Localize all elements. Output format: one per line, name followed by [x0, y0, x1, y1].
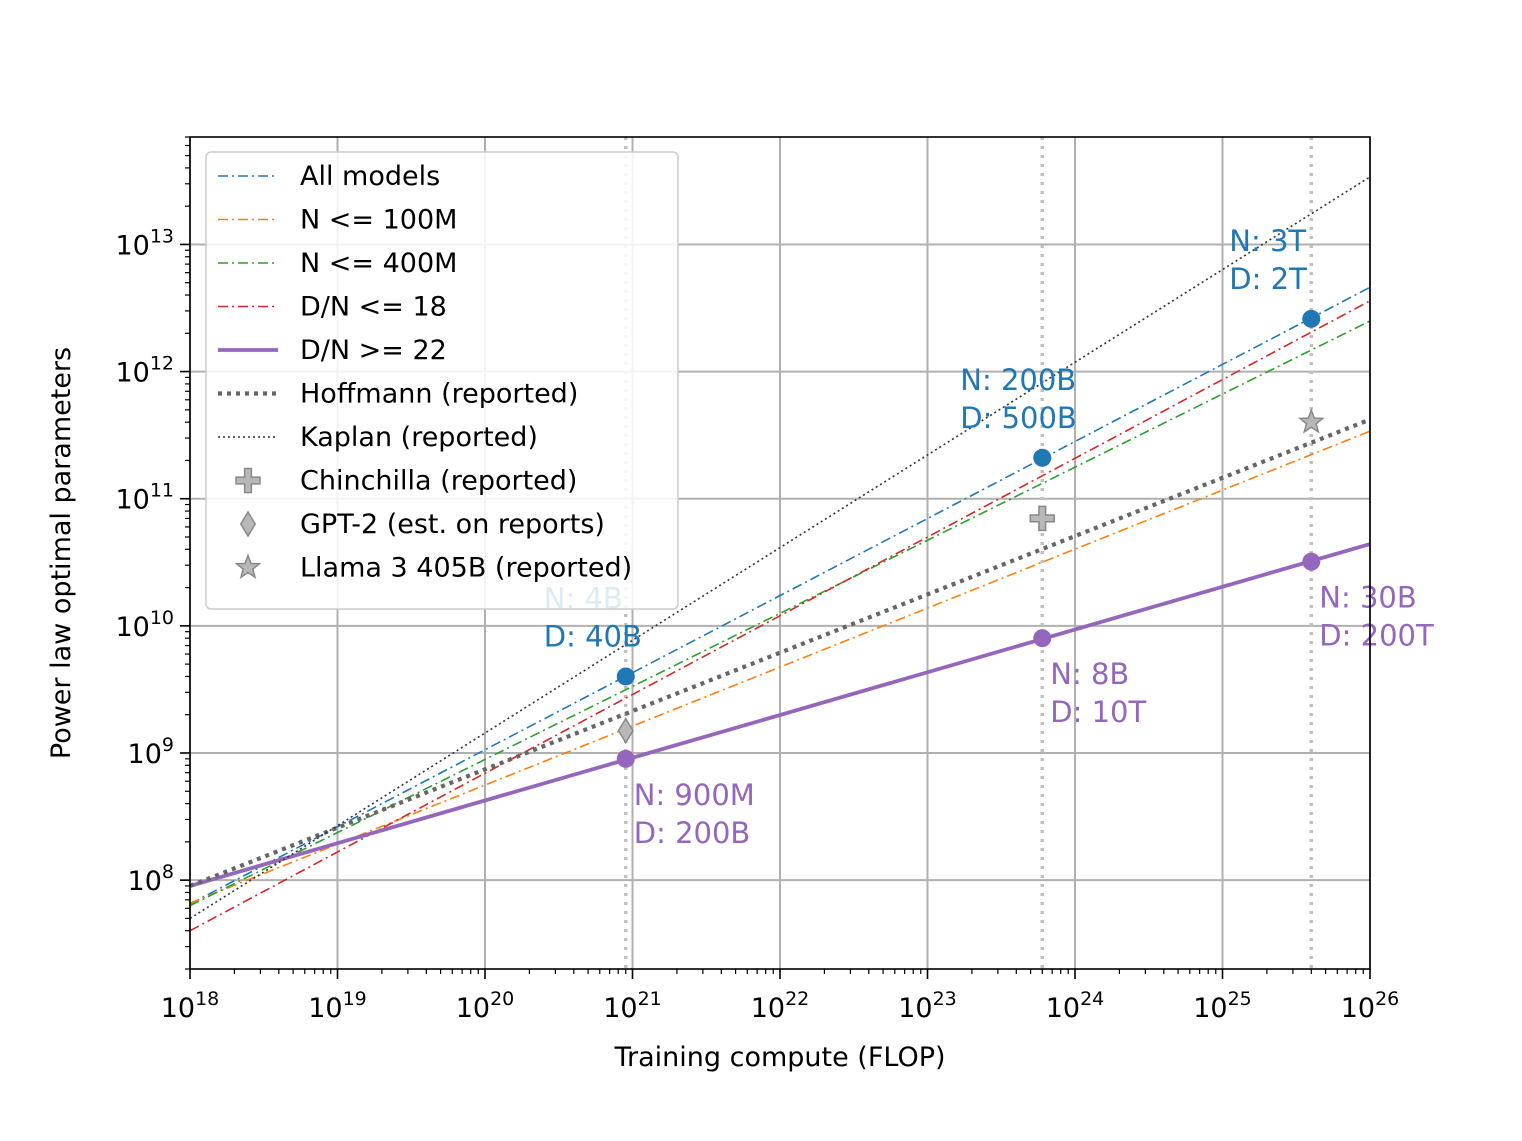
annotation-label: D: 2T	[1229, 262, 1307, 296]
axis-ticks	[180, 136, 1371, 979]
y-tick-label: 1010	[115, 607, 174, 643]
series-line-0	[189, 286, 1371, 905]
legend-box	[205, 151, 679, 610]
legend-label: All models	[300, 161, 440, 192]
annotation-label: D: 200B	[634, 816, 751, 850]
annotation-label: D: 10T	[1050, 695, 1146, 729]
reported-marker-diamond	[617, 717, 634, 745]
legend: All models N <= 100M N <= 400M D/N <= 18 D/N…	[205, 151, 679, 610]
legend-label: D/N >= 22	[300, 335, 447, 366]
annotation-label: D: 500B	[960, 401, 1077, 435]
annotation-label: N: 200B	[960, 363, 1076, 397]
legend-label: GPT-2 (est. on reports)	[300, 509, 605, 540]
highlight-point	[616, 667, 635, 686]
legend-label: Llama 3 405B (reported)	[300, 553, 632, 584]
x-tick-label: 1024	[1046, 988, 1105, 1024]
series-line-4	[189, 542, 1371, 888]
legend-label: N <= 400M	[300, 248, 457, 279]
reported-marker-plus	[1029, 505, 1056, 532]
legend-swatch-plus	[235, 467, 261, 494]
reported-marker-star	[1297, 408, 1325, 434]
legend-label: N <= 100M	[300, 205, 457, 236]
markers	[616, 309, 1325, 768]
annotation-label: N: 30B	[1319, 581, 1416, 615]
y-tick-label: 1012	[115, 353, 174, 389]
highlight-point	[1033, 629, 1052, 648]
legend-swatch-star	[234, 553, 262, 579]
x-tick-label: 1018	[161, 988, 220, 1024]
highlight-point	[616, 749, 635, 768]
legend-label: Hoffmann (reported)	[300, 379, 578, 410]
highlight-point	[1302, 309, 1321, 328]
legend-label: Chinchilla (reported)	[300, 466, 577, 497]
x-tick-label: 1023	[898, 988, 957, 1024]
x-tick-label: 1020	[456, 988, 515, 1024]
y-axis-label: Power law optimal parameters	[46, 347, 77, 759]
series-line-6	[189, 176, 1371, 920]
annotation-label: N: 8B	[1050, 657, 1129, 691]
highlight-point	[1033, 448, 1052, 467]
series-line-3	[189, 300, 1371, 932]
x-tick-label: 1025	[1193, 988, 1252, 1024]
x-tick-label: 1021	[603, 988, 662, 1024]
x-axis-label: Training compute (FLOP)	[613, 1042, 945, 1073]
tick-labels: 1018 1019 1020 1021 1022 1023 1024 1025 1026 108 1…	[115, 225, 1399, 1024]
annotation-label: D: 40B	[544, 619, 642, 653]
highlight-point	[1302, 552, 1321, 571]
series-line-1	[189, 430, 1371, 904]
annotation-label: N: 900M	[634, 778, 755, 812]
x-tick-label: 1019	[308, 988, 367, 1024]
legend-swatch-diamond	[239, 510, 257, 538]
x-tick-label: 1026	[1341, 988, 1400, 1024]
series-lines	[189, 176, 1371, 932]
x-tick-label: 1022	[751, 988, 810, 1024]
annotation-label: D: 200T	[1319, 619, 1434, 653]
y-tick-label: 1013	[115, 225, 174, 261]
annotation-label: N: 3T	[1229, 224, 1306, 258]
legend-label: Kaplan (reported)	[300, 422, 538, 453]
y-tick-label: 108	[128, 861, 174, 897]
y-tick-label: 1011	[115, 480, 174, 516]
legend-label: D/N <= 18	[300, 292, 447, 323]
y-tick-label: 109	[128, 734, 174, 770]
